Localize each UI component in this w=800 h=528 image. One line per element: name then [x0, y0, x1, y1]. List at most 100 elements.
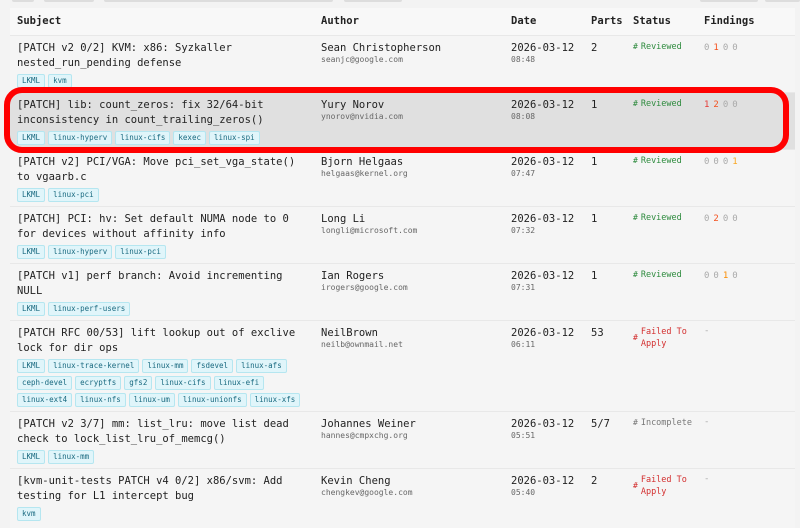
- list-tag[interactable]: kvm: [17, 506, 41, 521]
- finding-count: 2: [713, 213, 719, 224]
- table-row[interactable]: [kvm-unit-tests PATCH v4 0/2] x86/svm: A…: [10, 467, 795, 528]
- table-row[interactable]: [PATCH v2] PCI/VGA: Move pci_set_vga_sta…: [10, 148, 795, 206]
- list-tag[interactable]: LKML: [17, 130, 46, 145]
- list-tag[interactable]: LKML: [17, 301, 46, 316]
- time: 07:31: [511, 282, 536, 292]
- time: 08:08: [511, 111, 536, 121]
- list-tag[interactable]: linux-perf-users: [48, 301, 131, 316]
- parts-count: 1: [591, 212, 598, 225]
- table-row[interactable]: [PATCH v1] perf branch: Avoid incrementi…: [10, 262, 795, 320]
- hash-icon: #: [633, 417, 638, 427]
- hash-icon: #: [633, 41, 638, 51]
- list-tag[interactable]: linux-nfs: [75, 392, 126, 407]
- list-tag[interactable]: linux-xfs: [249, 392, 301, 407]
- patch-subject-link[interactable]: [PATCH] PCI: hv: Set default NUMA node t…: [17, 212, 289, 240]
- author-email: hannes@cmpxchg.org: [321, 430, 408, 440]
- author-name: NeilBrown: [321, 326, 378, 339]
- finding-count: 0: [732, 99, 738, 110]
- header-parts[interactable]: Parts: [584, 8, 626, 35]
- finding-count: 2: [713, 99, 719, 110]
- date: 2026-03-12: [511, 155, 575, 168]
- finding-count: 0: [713, 270, 719, 281]
- header-author[interactable]: Author: [314, 8, 504, 35]
- finding-count: 0: [704, 156, 710, 167]
- status-badge: # Failed To Apply: [633, 326, 697, 350]
- list-tag[interactable]: gfs2: [124, 375, 153, 390]
- list-tag[interactable]: linux-afs: [236, 358, 287, 373]
- header-subject[interactable]: Subject: [10, 8, 314, 35]
- list-tag[interactable]: linux-mm: [48, 449, 95, 464]
- list-tag[interactable]: linux-efi: [213, 375, 265, 390]
- time: 06:11: [511, 339, 536, 349]
- list-tag[interactable]: linux-hyperv: [48, 130, 113, 145]
- patch-subject-link[interactable]: [PATCH] lib: count_zeros: fix 32/64-bit …: [17, 98, 264, 126]
- patch-subject-link[interactable]: [kvm-unit-tests PATCH v4 0/2] x86/svm: A…: [17, 474, 283, 502]
- list-tag[interactable]: linux-trace-kernel: [48, 358, 140, 373]
- list-tag[interactable]: LKML: [17, 187, 46, 202]
- list-tag[interactable]: ceph-devel: [17, 375, 73, 390]
- findings-none: -: [704, 473, 710, 484]
- finding-count: 1: [704, 99, 710, 110]
- table-row[interactable]: [PATCH RFC 00/53] lift lookup out of exc…: [10, 319, 795, 411]
- list-tag[interactable]: LKML: [17, 449, 46, 464]
- author-name: Sean Christopherson: [321, 41, 442, 54]
- tag-list: LKML linux-pci: [17, 187, 314, 202]
- list-tag[interactable]: linux-hyperv: [48, 244, 113, 259]
- list-tag[interactable]: linux-unionfs: [177, 392, 247, 407]
- list-tag[interactable]: fsdevel: [191, 358, 234, 373]
- list-tag[interactable]: linux-pci: [48, 187, 99, 202]
- hash-icon: #: [633, 212, 638, 222]
- patch-subject-link[interactable]: [PATCH RFC 00/53] lift lookup out of exc…: [17, 326, 296, 354]
- date: 2026-03-12: [511, 474, 575, 487]
- table-row[interactable]: [PATCH v2 0/2] KVM: x86: Syzkaller neste…: [10, 34, 795, 92]
- hash-icon: #: [633, 332, 638, 342]
- finding-count: 0: [722, 42, 729, 53]
- list-tag[interactable]: linux-spi: [208, 130, 260, 145]
- finding-count: 0: [732, 42, 738, 53]
- parts-count: 1: [591, 98, 598, 111]
- toolbar-remnant: [0, 0, 800, 3]
- list-tag[interactable]: kexec: [173, 130, 206, 145]
- patch-subject-link[interactable]: [PATCH v2] PCI/VGA: Move pci_set_vga_sta…: [17, 155, 296, 183]
- finding-count: 0: [722, 99, 729, 110]
- status-label: Reviewed: [640, 269, 682, 280]
- table-row[interactable]: [PATCH v2 3/7] mm: list_lru: move list d…: [10, 410, 795, 468]
- table-row[interactable]: [PATCH] lib: count_zeros: fix 32/64-bit …: [10, 91, 795, 149]
- patch-subject-link[interactable]: [PATCH v1] perf branch: Avoid incrementi…: [17, 269, 283, 297]
- findings-none: -: [704, 416, 710, 427]
- finding-count: 0: [732, 270, 738, 281]
- patch-subject-link[interactable]: [PATCH v2 3/7] mm: list_lru: move list d…: [17, 417, 289, 445]
- list-tag[interactable]: linux-um: [128, 392, 175, 407]
- status-badge: # Failed To Apply: [633, 474, 697, 498]
- status-badge: # Reviewed: [633, 41, 697, 53]
- tag-list: LKML linux-trace-kernel linux-mm fsdevel lin…: [17, 358, 314, 407]
- header-status[interactable]: Status: [626, 8, 697, 35]
- list-tag[interactable]: linux-ext4: [17, 392, 73, 407]
- list-tag[interactable]: linux-pci: [115, 244, 166, 259]
- finding-count: 0: [722, 156, 729, 167]
- finding-count: 1: [732, 156, 738, 167]
- list-tag[interactable]: kvm: [48, 73, 72, 88]
- hash-icon: #: [633, 480, 638, 490]
- list-tag[interactable]: LKML: [17, 244, 46, 259]
- finding-count: 1: [713, 42, 719, 53]
- list-tag[interactable]: linux-mm: [142, 358, 189, 373]
- hash-icon: #: [633, 98, 638, 108]
- date: 2026-03-12: [511, 417, 575, 430]
- table-row[interactable]: [PATCH] PCI: hv: Set default NUMA node t…: [10, 205, 795, 263]
- date: 2026-03-12: [511, 326, 575, 339]
- list-tag[interactable]: ecryptfs: [75, 375, 122, 390]
- header-findings[interactable]: Findings: [697, 8, 795, 35]
- parts-count: 5/7: [591, 417, 610, 430]
- list-tag[interactable]: LKML: [17, 358, 46, 373]
- header-date[interactable]: Date: [504, 8, 584, 35]
- time: 07:32: [511, 225, 536, 235]
- list-tag[interactable]: LKML: [17, 73, 46, 88]
- patch-subject-link[interactable]: [PATCH v2 0/2] KVM: x86: Syzkaller neste…: [17, 41, 232, 69]
- tag-list: LKML linux-mm: [17, 449, 314, 464]
- list-tag[interactable]: linux-cifs: [115, 130, 171, 145]
- patch-table: Subject Author Date Parts Status Finding…: [10, 8, 795, 528]
- list-tag[interactable]: linux-cifs: [155, 375, 211, 390]
- findings-none: -: [704, 325, 710, 336]
